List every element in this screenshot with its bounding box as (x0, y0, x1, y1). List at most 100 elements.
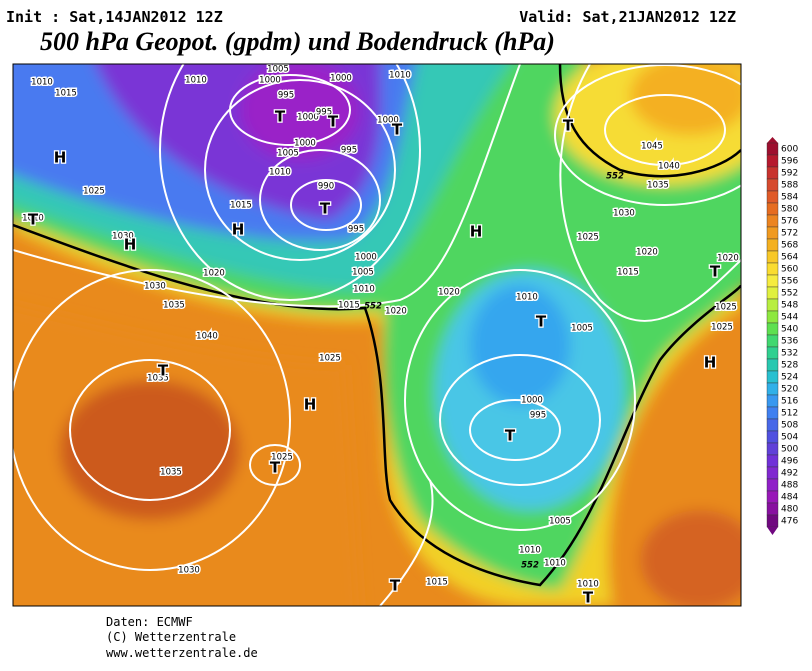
isobar-label: 1030 (144, 282, 166, 292)
isobar-label: 1015 (617, 268, 639, 278)
pressure-center: H (304, 396, 317, 414)
valid-time: Valid: Sat,21JAN2012 12Z (519, 8, 736, 26)
isobar-label: 1030 (178, 566, 200, 576)
contour-label: 552 (364, 302, 382, 312)
pressure-center: T (328, 113, 339, 131)
isobar-label: 1010 (31, 78, 53, 88)
isobar-label: 1005 (267, 65, 289, 75)
isobar-label: 1025 (271, 453, 293, 463)
isobar-label: 1020 (438, 288, 460, 298)
contour-label: 552 (606, 172, 624, 182)
legend-cap (767, 137, 778, 143)
legend-label: 508 (781, 421, 798, 431)
isobar-label: 1010 (269, 168, 291, 178)
legend-label: 528 (781, 361, 798, 371)
legend-cell (766, 358, 779, 372)
legend-cell (766, 274, 779, 288)
legend-cell (766, 394, 779, 408)
legend-label: 584 (781, 193, 798, 203)
footer-line: (C) Wetterzentrale (106, 630, 236, 644)
legend-cell (766, 490, 779, 504)
isobar-label: 1015 (55, 89, 77, 99)
isobar-label: 1040 (196, 332, 218, 342)
isobar-label: 1010 (389, 71, 411, 81)
isobar-label: 1025 (319, 354, 341, 364)
isobar-label: 1015 (338, 301, 360, 311)
legend-cell (766, 226, 779, 240)
isobar-label: 1045 (641, 142, 663, 152)
legend-label: 488 (781, 481, 798, 491)
isobar-label: 995 (348, 225, 364, 235)
legend-cell (766, 214, 779, 228)
pressure-center: T (270, 459, 281, 477)
pressure-center: T (505, 427, 516, 445)
legend-cell (766, 454, 779, 468)
isobar-label: 1010 (22, 214, 44, 224)
legend-cell (766, 502, 779, 516)
isobar-label: 995 (316, 108, 332, 118)
isobar-label: 1020 (385, 307, 407, 317)
isobar-label: 1015 (426, 578, 448, 588)
legend-cell (766, 250, 779, 264)
legend-label: 504 (781, 433, 798, 443)
footer-line: Daten: ECMWF (106, 615, 193, 629)
isobar-label: 1020 (717, 254, 739, 264)
legend-cell (766, 310, 779, 324)
legend-cell (766, 238, 779, 252)
legend-label: 560 (781, 265, 798, 275)
legend-label: 512 (781, 409, 798, 419)
pressure-center: H (232, 221, 245, 239)
legend-cell (766, 370, 779, 384)
map-title: 500 hPa Geopot. (gpdm) und Bodendruck (h… (40, 27, 555, 56)
pressure-center: T (158, 362, 169, 380)
legend-label: 572 (781, 229, 798, 239)
legend-label: 568 (781, 241, 798, 251)
legend-label: 564 (781, 253, 798, 263)
isobar-label: 1010 (185, 76, 207, 86)
pressure-center: T (563, 117, 574, 135)
legend-label: 544 (781, 313, 798, 323)
footer-line: www.wetterzentrale.de (106, 646, 258, 660)
isobar-label: 1000 (297, 113, 319, 123)
isobar-label: 1030 (112, 232, 134, 242)
legend-cell (766, 346, 779, 360)
isobar-label: 1005 (571, 324, 593, 334)
isobar-label: 1035 (147, 374, 169, 384)
isobar-label: 1030 (613, 209, 635, 219)
isobar-label: 1000 (521, 396, 543, 406)
isobar-label: 1020 (203, 269, 225, 279)
isobar-label: 1035 (160, 468, 182, 478)
legend-cell (766, 322, 779, 336)
pressure-center: T (275, 108, 286, 126)
legend-label: 596 (781, 157, 798, 167)
legend-label: 524 (781, 373, 798, 383)
pressure-center: T (710, 263, 721, 281)
isobar-label: 1025 (711, 323, 733, 333)
isobar-label: 1010 (577, 580, 599, 590)
legend-label: 520 (781, 385, 798, 395)
isobar-label: 1025 (83, 187, 105, 197)
legend-cell (766, 178, 779, 192)
pressure-center: T (390, 577, 401, 595)
legend-cell (766, 514, 779, 528)
isobar-label: 1025 (577, 233, 599, 243)
pressure-center: H (54, 149, 67, 167)
isobar-label: 995 (341, 146, 357, 156)
legend-label: 500 (781, 445, 798, 455)
isobar-label: 1010 (516, 293, 538, 303)
isobar-label: 1000 (355, 253, 377, 263)
legend-label: 536 (781, 337, 798, 347)
isobar-label: 995 (278, 91, 294, 101)
legend-label: 476 (781, 517, 798, 527)
legend-label: 484 (781, 493, 798, 503)
isobar-label: 1005 (549, 517, 571, 527)
isobar-label: 1010 (519, 546, 541, 556)
isobar-label: 1035 (163, 301, 185, 311)
isobar-label: 1000 (294, 139, 316, 149)
legend-cell (766, 418, 779, 432)
isobar-label: 995 (530, 411, 546, 421)
legend-label: 552 (781, 289, 798, 299)
legend-cell (766, 382, 779, 396)
isobar-label: 1020 (636, 248, 658, 258)
